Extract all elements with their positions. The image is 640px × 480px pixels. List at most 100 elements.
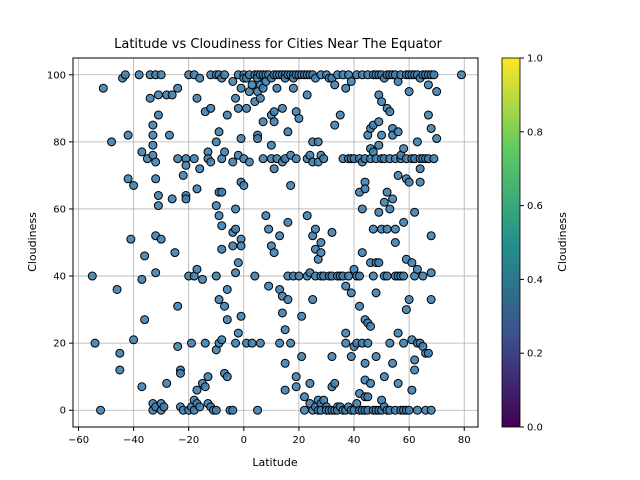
data-point	[214, 295, 224, 305]
data-point	[236, 134, 246, 144]
data-point	[236, 241, 246, 251]
data-point	[192, 385, 202, 395]
data-point	[129, 180, 139, 190]
data-point	[377, 130, 387, 140]
data-point	[404, 295, 414, 305]
data-point	[308, 295, 318, 305]
chart-title: Latitude vs Cloudiness for Cities Near T…	[114, 37, 442, 52]
data-point	[222, 110, 232, 120]
data-point	[211, 271, 221, 281]
data-point	[167, 90, 177, 100]
data-point	[231, 204, 241, 214]
data-point	[283, 295, 293, 305]
data-point	[401, 305, 411, 315]
colorbar-tick-label: 0.6	[527, 201, 543, 212]
data-point	[371, 352, 381, 362]
data-point	[220, 70, 230, 80]
data-point	[390, 224, 400, 234]
data-point	[382, 271, 392, 281]
data-point	[153, 90, 163, 100]
data-point	[423, 348, 433, 358]
data-point	[415, 164, 425, 174]
data-point	[291, 154, 301, 164]
data-point	[269, 248, 279, 258]
data-point	[346, 352, 356, 362]
data-point	[153, 191, 163, 201]
data-point	[407, 385, 417, 395]
data-point	[404, 87, 414, 97]
data-point	[385, 338, 395, 348]
y-tick-label: 80	[53, 137, 66, 148]
y-axis-ticks: 0 20 40 60 80 100	[47, 70, 73, 417]
data-point	[393, 328, 403, 338]
data-point	[214, 211, 224, 221]
x-tick-label: 20	[293, 435, 306, 446]
data-point	[247, 338, 257, 348]
data-point	[90, 338, 100, 348]
data-point	[319, 154, 329, 164]
data-point	[148, 130, 158, 140]
data-point	[120, 70, 130, 80]
data-point	[247, 80, 257, 90]
data-point	[294, 271, 304, 281]
data-point	[385, 107, 395, 117]
data-point	[266, 140, 276, 150]
data-point	[357, 248, 367, 258]
data-point	[192, 93, 202, 103]
data-point	[357, 204, 367, 214]
x-axis-ticks: −60 −40 −20 0 20 40 60 80	[68, 427, 471, 446]
data-point	[344, 271, 354, 281]
data-point	[242, 103, 252, 113]
data-point	[280, 325, 290, 335]
data-point	[360, 358, 370, 368]
data-point	[363, 392, 373, 402]
data-point	[203, 372, 213, 382]
colorbar-tick-label: 0.2	[527, 349, 543, 360]
data-point	[269, 107, 279, 117]
data-point	[374, 207, 384, 217]
data-point	[164, 130, 174, 140]
data-point	[228, 157, 238, 167]
x-tick-label: −60	[68, 435, 89, 446]
data-point	[156, 234, 166, 244]
data-point	[302, 90, 312, 100]
data-point	[214, 127, 224, 137]
data-point	[341, 83, 351, 93]
data-point	[258, 117, 268, 127]
data-point	[200, 338, 210, 348]
data-point	[173, 341, 183, 351]
data-point	[222, 284, 232, 294]
data-point	[197, 274, 207, 284]
data-point	[297, 311, 307, 321]
data-point	[393, 170, 403, 180]
data-point	[195, 164, 205, 174]
data-point	[123, 130, 133, 140]
data-point	[186, 338, 196, 348]
data-point	[410, 365, 420, 375]
data-point	[399, 271, 409, 281]
data-point	[206, 157, 216, 167]
data-point	[258, 154, 268, 164]
data-point	[374, 258, 384, 268]
colorbar-tick-label: 0.0	[527, 423, 543, 434]
data-point	[316, 238, 326, 247]
data-point	[269, 164, 279, 174]
data-point	[335, 110, 345, 120]
data-point	[264, 224, 274, 234]
y-tick-label: 60	[53, 204, 66, 215]
plot-frame	[72, 57, 479, 428]
data-point	[379, 197, 389, 207]
data-point	[211, 137, 221, 147]
data-point	[217, 335, 227, 345]
data-point	[407, 258, 417, 268]
data-point	[355, 271, 365, 281]
data-point	[189, 154, 199, 164]
data-point	[181, 160, 191, 170]
data-point	[385, 204, 395, 214]
data-point	[192, 184, 202, 194]
data-point	[220, 301, 230, 311]
data-point	[137, 382, 147, 392]
data-point	[399, 338, 409, 348]
data-point	[236, 83, 246, 93]
data-point	[393, 378, 403, 388]
